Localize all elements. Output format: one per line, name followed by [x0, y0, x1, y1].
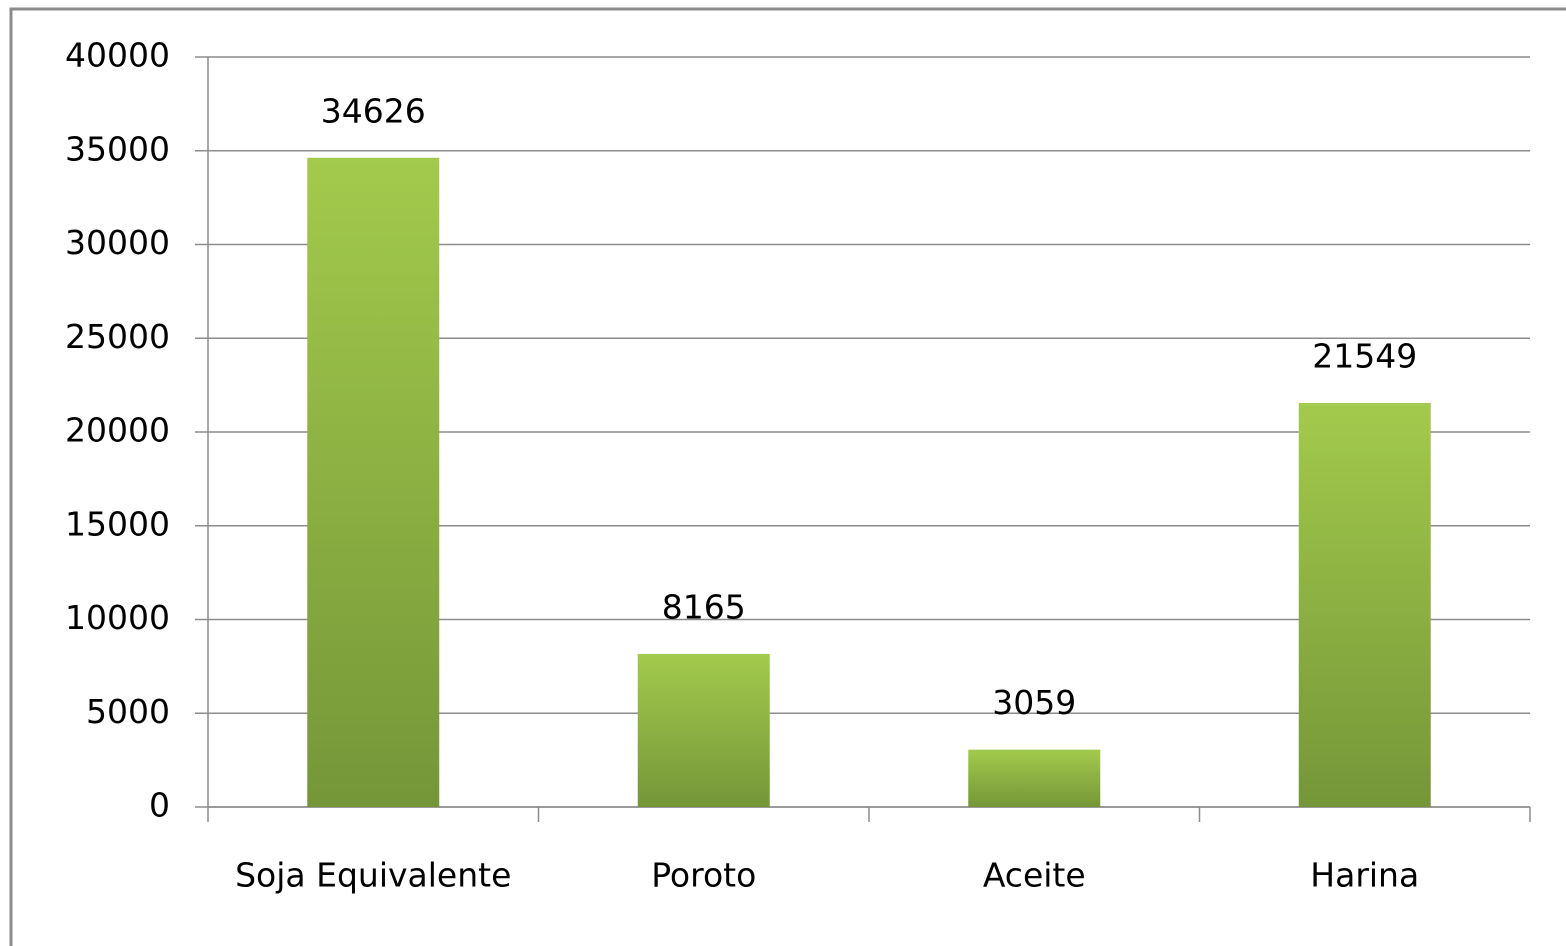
- y-tick-label: 15000: [65, 504, 170, 543]
- y-tick-label: 10000: [65, 598, 170, 637]
- y-tick-label: 20000: [65, 411, 170, 450]
- bar: [307, 157, 440, 807]
- bar: [968, 749, 1101, 807]
- data-label: 3059: [992, 683, 1076, 722]
- data-label: 34626: [321, 91, 426, 130]
- y-tick-label: 35000: [65, 129, 170, 168]
- y-tick-label: 25000: [65, 317, 170, 356]
- y-tick-label: 0: [149, 786, 170, 825]
- data-label: 21549: [1312, 336, 1417, 375]
- bar: [637, 653, 770, 807]
- x-tick-label: Aceite: [983, 856, 1086, 895]
- data-label: 8165: [662, 587, 746, 626]
- bar: [1298, 402, 1431, 807]
- x-tick-label: Soja Equivalente: [235, 856, 511, 895]
- y-tick-label: 5000: [86, 692, 170, 731]
- y-tick-label: 40000: [65, 36, 170, 75]
- x-tick-label: Harina: [1310, 856, 1419, 895]
- x-tick-label: Poroto: [651, 856, 756, 895]
- y-tick-label: 30000: [65, 223, 170, 262]
